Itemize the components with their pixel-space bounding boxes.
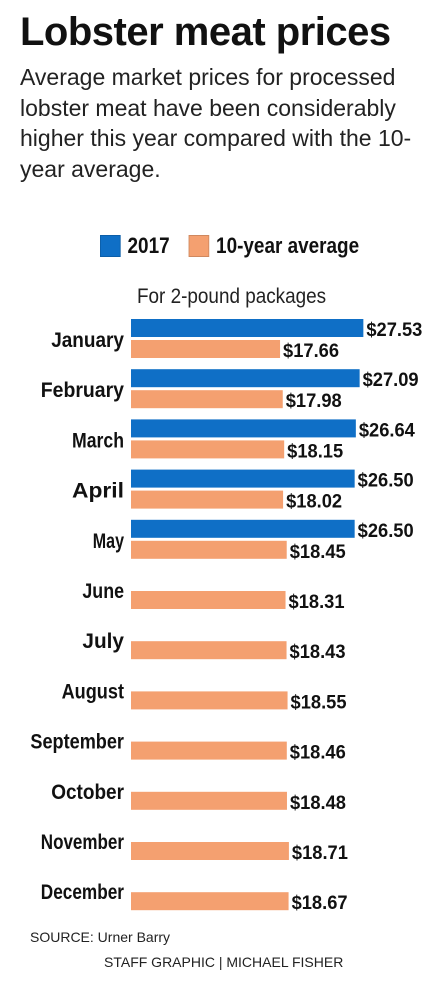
bar-10-year-average-august bbox=[131, 691, 288, 710]
legend-label-2017: 2017 bbox=[127, 233, 170, 258]
bar-10-year-average-november bbox=[131, 842, 289, 860]
data-label-10-year-average-november: $18.71 bbox=[292, 843, 348, 864]
data-label-10-year-average-august: $18.55 bbox=[291, 692, 347, 713]
category-label-december: December bbox=[41, 881, 124, 904]
category-label-april: April bbox=[72, 480, 124, 503]
data-label-10-year-average-september: $18.46 bbox=[290, 743, 346, 764]
bar-10-year-average-february bbox=[131, 390, 283, 409]
bar-10-year-average-june bbox=[131, 591, 286, 609]
bar-10-year-average-january bbox=[131, 340, 281, 358]
category-label-january: January bbox=[51, 329, 124, 352]
bar-10-year-average-march bbox=[131, 440, 285, 459]
category-label-june: June bbox=[82, 580, 124, 603]
bar-10-year-average-may bbox=[131, 540, 287, 559]
unit-note: For 2-pound packages bbox=[137, 285, 327, 308]
bar-10-year-average-october bbox=[131, 791, 287, 810]
bar-2017-may bbox=[131, 519, 355, 538]
data-label-10-year-average-may: $18.45 bbox=[290, 542, 346, 563]
data-label-2017-february: $27.09 bbox=[363, 370, 419, 391]
category-label-july: July bbox=[82, 630, 124, 653]
legend-swatch-10-year-average bbox=[188, 235, 210, 257]
data-label-10-year-average-july: $18.43 bbox=[290, 642, 346, 663]
category-label-september: September bbox=[30, 731, 124, 754]
bar-2017-february bbox=[131, 369, 360, 388]
category-label-october: October bbox=[51, 781, 124, 804]
chart-subtitle: Average market prices for processed lobs… bbox=[20, 64, 412, 182]
legend: 2017 10-year average bbox=[100, 233, 378, 259]
category-label-february: February bbox=[41, 379, 124, 402]
bar-2017-january bbox=[131, 319, 364, 337]
data-label-10-year-average-june: $18.31 bbox=[289, 592, 345, 613]
data-label-10-year-average-october: $18.48 bbox=[290, 793, 346, 814]
staff-credit: STAFF GRAPHIC | MICHAEL FISHER bbox=[104, 954, 344, 970]
bar-10-year-average-april bbox=[131, 490, 284, 509]
category-label-november: November bbox=[41, 831, 124, 854]
data-label-10-year-average-april: $18.02 bbox=[286, 492, 342, 513]
data-label-10-year-average-january: $17.66 bbox=[283, 341, 339, 362]
data-label-2017-january: $27.53 bbox=[366, 320, 422, 341]
legend-label-10-year-average: 10-year average bbox=[216, 233, 360, 258]
data-label-2017-april: $26.50 bbox=[358, 471, 414, 492]
category-label-august: August bbox=[62, 680, 124, 703]
legend-swatch-2017 bbox=[100, 235, 121, 257]
data-label-10-year-average-december: $18.67 bbox=[292, 893, 348, 914]
bar-2017-april bbox=[131, 469, 355, 488]
bar-10-year-average-september bbox=[131, 741, 287, 760]
data-label-2017-may: $26.50 bbox=[358, 521, 414, 542]
data-label-10-year-average-march: $18.15 bbox=[287, 441, 343, 462]
chart-title: Lobster meat prices bbox=[20, 10, 391, 54]
source-note: SOURCE: Urner Barry bbox=[30, 929, 171, 945]
category-label-march: March bbox=[72, 429, 124, 452]
data-label-10-year-average-february: $17.98 bbox=[286, 391, 342, 412]
bar-2017-march bbox=[131, 419, 356, 438]
bar-10-year-average-december bbox=[131, 892, 289, 911]
category-label-may: May bbox=[93, 530, 124, 553]
bar-10-year-average-july bbox=[131, 641, 287, 660]
data-label-2017-march: $26.64 bbox=[359, 420, 415, 441]
